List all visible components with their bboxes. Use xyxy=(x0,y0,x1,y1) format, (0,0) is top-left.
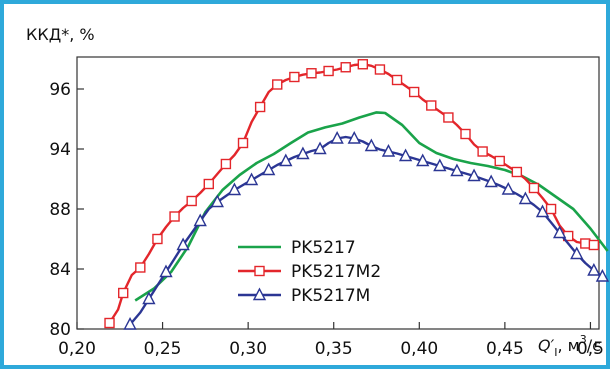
data-point-pk5217m2 xyxy=(306,68,317,79)
x-axis-label-sub: I xyxy=(554,346,557,359)
x-tick-label: 0,5 xyxy=(577,339,604,359)
data-point-pk5217m xyxy=(244,172,259,186)
data-point-pk5217m xyxy=(381,143,396,157)
x-axis-label-unit: , м xyxy=(557,336,579,355)
x-axis-label-tail: /с xyxy=(587,336,601,355)
data-point-pk5217m xyxy=(416,153,430,167)
x-tick-label: 0,35 xyxy=(315,339,353,359)
data-point-pk5217m xyxy=(501,181,515,195)
data-point-pk5217m xyxy=(262,162,276,176)
data-point-pk5217m2 xyxy=(152,233,163,245)
data-point-pk5217m2 xyxy=(374,64,386,75)
series-pk5217m xyxy=(123,130,610,330)
x-tick-label: 0,40 xyxy=(400,339,438,359)
data-point-pk5217m2 xyxy=(460,128,471,140)
x-axis-label: Q′I, м3/с xyxy=(538,333,601,359)
data-point-pk5217m2 xyxy=(408,86,420,98)
data-point-pk5217m xyxy=(450,163,464,177)
legend-label: PK5217 xyxy=(291,238,356,258)
data-point-pk5217m xyxy=(330,130,344,144)
data-point-pk5217m2 xyxy=(588,239,600,251)
data-point-pk5217m xyxy=(313,141,327,155)
data-point-pk5217m xyxy=(123,316,137,330)
data-point-pk5217m2 xyxy=(477,146,488,157)
data-point-pk5217m xyxy=(570,246,584,260)
data-point-pk5217m xyxy=(210,194,224,208)
x-tick-label: 0,30 xyxy=(229,339,267,359)
y-tick-label: 80 xyxy=(49,320,71,340)
y-ticks: 80 84 88 94 96 xyxy=(49,80,84,340)
x-axis-label-exp: 3 xyxy=(580,333,587,346)
data-point-pk5217m xyxy=(433,158,447,172)
legend: PK5217 PK5217M2 PK5217M xyxy=(238,238,381,306)
data-point-pk5217m2 xyxy=(169,211,180,222)
x-tick-label: 0,25 xyxy=(144,339,182,359)
data-point-pk5217m2 xyxy=(357,59,369,70)
data-point-pk5217m2 xyxy=(494,155,505,167)
data-point-pk5217m2 xyxy=(545,203,557,215)
data-point-pk5217m2 xyxy=(580,238,591,249)
data-point-pk5217m2 xyxy=(391,74,403,86)
legend-item-pk5217m2: PK5217M2 xyxy=(238,262,381,282)
legend-label: PK5217M2 xyxy=(291,262,381,282)
data-point-pk5217m xyxy=(227,182,242,196)
x-axis-label-main: Q′ xyxy=(538,336,555,355)
data-point-pk5217m2 xyxy=(104,317,115,329)
series-layer xyxy=(104,59,610,330)
data-point-pk5217m xyxy=(193,213,207,227)
data-point-pk5217m2 xyxy=(272,79,283,90)
y-axis-label: ККД*, % xyxy=(26,25,95,44)
legend-item-pk5217: PK5217 xyxy=(238,238,356,258)
legend-marker xyxy=(252,287,267,301)
data-point-pk5217m xyxy=(595,268,610,282)
data-point-pk5217m xyxy=(347,130,361,144)
legend-item-pk5217m: PK5217M xyxy=(238,286,370,306)
data-point-pk5217m2 xyxy=(323,65,334,77)
data-point-pk5217m xyxy=(467,168,481,182)
series-pk5217m2 xyxy=(104,59,600,329)
data-point-pk5217m xyxy=(535,204,550,218)
data-point-pk5217m2 xyxy=(118,287,129,299)
data-point-pk5217m2 xyxy=(203,178,214,190)
x-ticks: 0,20 0,25 0,30 0,35 0,40 0,45 0,5 xyxy=(58,322,604,359)
x-tick-label: 0,20 xyxy=(58,339,96,359)
data-point-pk5217m xyxy=(518,191,533,205)
data-point-pk5217m2 xyxy=(186,195,197,207)
data-point-pk5217m xyxy=(398,148,413,162)
data-point-pk5217m2 xyxy=(511,166,523,178)
data-point-pk5217m xyxy=(279,153,293,167)
legend-marker xyxy=(254,265,265,277)
y-tick-label: 84 xyxy=(49,260,71,280)
data-point-pk5217m xyxy=(587,262,601,276)
data-point-pk5217m2 xyxy=(340,62,351,73)
data-point-pk5217m xyxy=(159,264,173,278)
svg-text:Q′I, м3/с: Q′I, м3/с xyxy=(538,333,601,359)
legend-label: PK5217M xyxy=(291,286,370,306)
y-tick-label: 94 xyxy=(49,140,71,160)
data-point-pk5217m2 xyxy=(237,137,249,149)
data-point-pk5217m xyxy=(176,237,190,251)
data-point-pk5217m2 xyxy=(443,112,454,123)
data-point-pk5217m xyxy=(142,291,156,305)
data-point-pk5217m2 xyxy=(289,71,300,83)
x-tick-label: 0,45 xyxy=(486,339,524,359)
data-point-pk5217m2 xyxy=(528,182,540,194)
y-tick-label: 96 xyxy=(49,80,71,100)
data-point-pk5217m2 xyxy=(254,101,266,113)
data-point-pk5217m xyxy=(364,138,379,152)
data-point-pk5217m2 xyxy=(426,100,437,111)
data-point-pk5217m2 xyxy=(220,158,232,170)
data-point-pk5217m xyxy=(484,174,498,188)
data-point-pk5217m xyxy=(552,225,567,239)
y-tick-label: 88 xyxy=(49,200,71,220)
data-point-pk5217m2 xyxy=(135,262,146,273)
data-point-pk5217m xyxy=(296,146,310,160)
